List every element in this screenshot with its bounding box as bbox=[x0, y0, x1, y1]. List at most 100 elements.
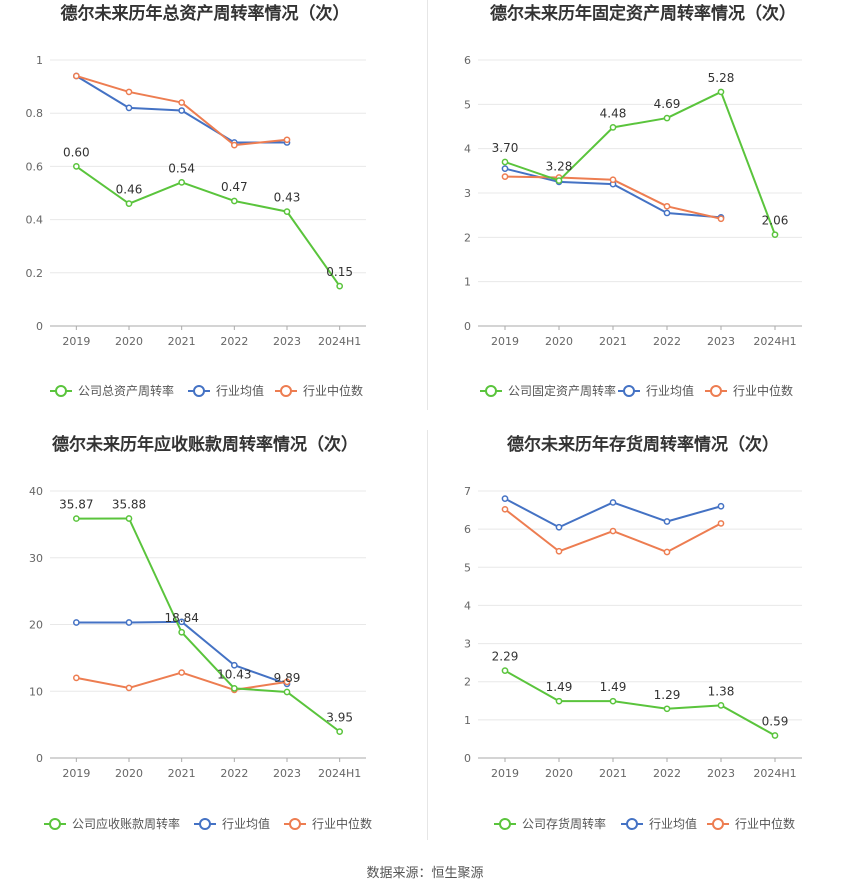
legend-label: 行业中位数 bbox=[303, 383, 363, 398]
data-point-median bbox=[178, 99, 186, 106]
x-tick-label: 2023 bbox=[707, 335, 735, 348]
data-point-median bbox=[283, 678, 291, 686]
data-label: 5.28 bbox=[708, 71, 735, 85]
data-point-median bbox=[717, 520, 725, 527]
y-tick-label: 3 bbox=[464, 638, 471, 651]
data-point-median bbox=[178, 669, 186, 676]
data-label: 2.06 bbox=[762, 214, 789, 228]
data-point-company bbox=[230, 197, 238, 205]
series-line-company bbox=[75, 165, 341, 287]
fixed-asset-turnover-chart: 德尔未来历年固定资产周转率情况（次） 0 1 2 3 4 5 6 2019 2020 2021 202… bbox=[464, 3, 802, 398]
legend-swatch-marker bbox=[626, 818, 638, 830]
data-point-median bbox=[125, 88, 133, 96]
data-label: 35.88 bbox=[112, 498, 146, 512]
data-label: 9.89 bbox=[274, 671, 301, 685]
series-line-company bbox=[504, 90, 776, 236]
data-point-median bbox=[501, 505, 509, 513]
y-tick-label: 0 bbox=[464, 320, 471, 333]
x-tick-label: 2020 bbox=[545, 335, 573, 348]
data-point-median bbox=[555, 547, 563, 555]
x-tick-label: 2019 bbox=[62, 335, 90, 348]
data-label: 0.43 bbox=[274, 191, 301, 205]
data-point-company bbox=[125, 200, 133, 207]
y-tick-label: 1 bbox=[464, 714, 471, 727]
data-point-median bbox=[609, 176, 617, 184]
y-tick-label: 3 bbox=[464, 187, 471, 200]
legend-swatch-marker bbox=[499, 818, 511, 830]
y-tick-label: 2 bbox=[464, 676, 471, 689]
legend-label: 行业中位数 bbox=[312, 816, 372, 831]
y-tick-label: 0.4 bbox=[26, 214, 44, 227]
data-point-median bbox=[125, 684, 133, 692]
total-asset-turnover-chart: 德尔未来历年总资产周转率情况（次） 0 0.2 0.4 0.6 0.8 1 2019 2020 2… bbox=[26, 3, 366, 398]
data-point-median bbox=[283, 136, 291, 144]
legend-swatch-marker bbox=[710, 385, 722, 397]
data-point-avg bbox=[609, 499, 617, 506]
data-label: 10.43 bbox=[217, 667, 251, 681]
y-tick-label: 0.6 bbox=[26, 160, 44, 173]
y-tick-label: 4 bbox=[464, 599, 471, 612]
data-point-avg bbox=[663, 209, 671, 217]
data-point-company bbox=[501, 667, 509, 675]
x-tick-label: 2024H1 bbox=[318, 767, 361, 780]
data-point-company bbox=[555, 697, 563, 705]
data-label: 0.46 bbox=[116, 183, 143, 197]
data-label: 1.49 bbox=[600, 680, 627, 694]
data-source-note: 数据来源：恒生聚源 bbox=[366, 866, 484, 881]
y-tick-label: 1 bbox=[464, 276, 471, 289]
legend-label: 公司应收账款周转率 bbox=[72, 816, 180, 831]
y-tick-label: 20 bbox=[29, 619, 43, 632]
legend-swatch-marker bbox=[485, 385, 497, 397]
legend-label: 行业中位数 bbox=[735, 816, 795, 831]
data-label: 3.70 bbox=[492, 141, 519, 155]
legend-swatch-marker bbox=[193, 385, 205, 397]
data-point-company bbox=[336, 282, 344, 290]
receivables-turnover-chart: 德尔未来历年应收账款周转率情况（次） 0 10 20 30 40 2019 2020 2021 2… bbox=[29, 434, 372, 831]
x-tick-label: 2020 bbox=[115, 767, 143, 780]
data-label: 0.15 bbox=[326, 265, 353, 279]
data-point-avg bbox=[72, 619, 80, 626]
data-label: 0.47 bbox=[221, 180, 248, 194]
inventory-turnover-chart: 德尔未来历年存货周转率情况（次） 0 1 2 3 4 5 6 7 2019 2020 2021 2022… bbox=[464, 434, 802, 831]
legend-swatch-marker bbox=[49, 818, 61, 830]
data-point-company bbox=[717, 88, 725, 96]
data-point-avg bbox=[717, 502, 725, 510]
x-tick-label: 2019 bbox=[62, 767, 90, 780]
data-point-avg bbox=[501, 495, 509, 502]
data-point-company bbox=[178, 628, 186, 636]
y-tick-label: 6 bbox=[464, 523, 471, 536]
data-label: 1.38 bbox=[708, 684, 735, 698]
x-tick-label: 2021 bbox=[599, 335, 627, 348]
x-tick-label: 2023 bbox=[707, 767, 735, 780]
x-tick-label: 2023 bbox=[273, 335, 301, 348]
data-label: 0.59 bbox=[762, 714, 789, 728]
legend-label: 公司固定资产周转率 bbox=[508, 383, 616, 398]
data-label: 4.69 bbox=[654, 97, 681, 111]
data-point-company bbox=[283, 688, 291, 696]
x-tick-label: 2021 bbox=[168, 767, 196, 780]
x-tick-label: 2022 bbox=[220, 335, 248, 348]
chart-title: 德尔未来历年固定资产周转率情况（次） bbox=[490, 3, 796, 24]
y-tick-label: 40 bbox=[29, 485, 43, 498]
data-point-median bbox=[609, 527, 617, 535]
x-tick-label: 2022 bbox=[653, 335, 681, 348]
data-point-avg bbox=[125, 619, 133, 626]
data-label: 0.54 bbox=[168, 161, 195, 175]
data-point-company bbox=[178, 179, 186, 186]
chart-title: 德尔未来历年总资产周转率情况（次） bbox=[61, 3, 350, 24]
data-point-company bbox=[663, 114, 671, 122]
data-point-company bbox=[72, 515, 80, 522]
x-tick-label: 2021 bbox=[599, 767, 627, 780]
data-point-avg bbox=[230, 661, 238, 669]
legend-swatch-marker bbox=[712, 818, 724, 830]
data-label: 18.84 bbox=[164, 611, 198, 625]
data-point-avg bbox=[663, 518, 671, 525]
data-label: 1.49 bbox=[546, 680, 573, 694]
data-point-company bbox=[501, 158, 509, 166]
chart-title: 德尔未来历年存货周转率情况（次） bbox=[507, 434, 779, 455]
x-tick-label: 2022 bbox=[220, 767, 248, 780]
legend-label: 公司存货周转率 bbox=[522, 816, 606, 831]
series-line-company bbox=[504, 669, 776, 737]
y-tick-label: 0 bbox=[464, 752, 471, 765]
